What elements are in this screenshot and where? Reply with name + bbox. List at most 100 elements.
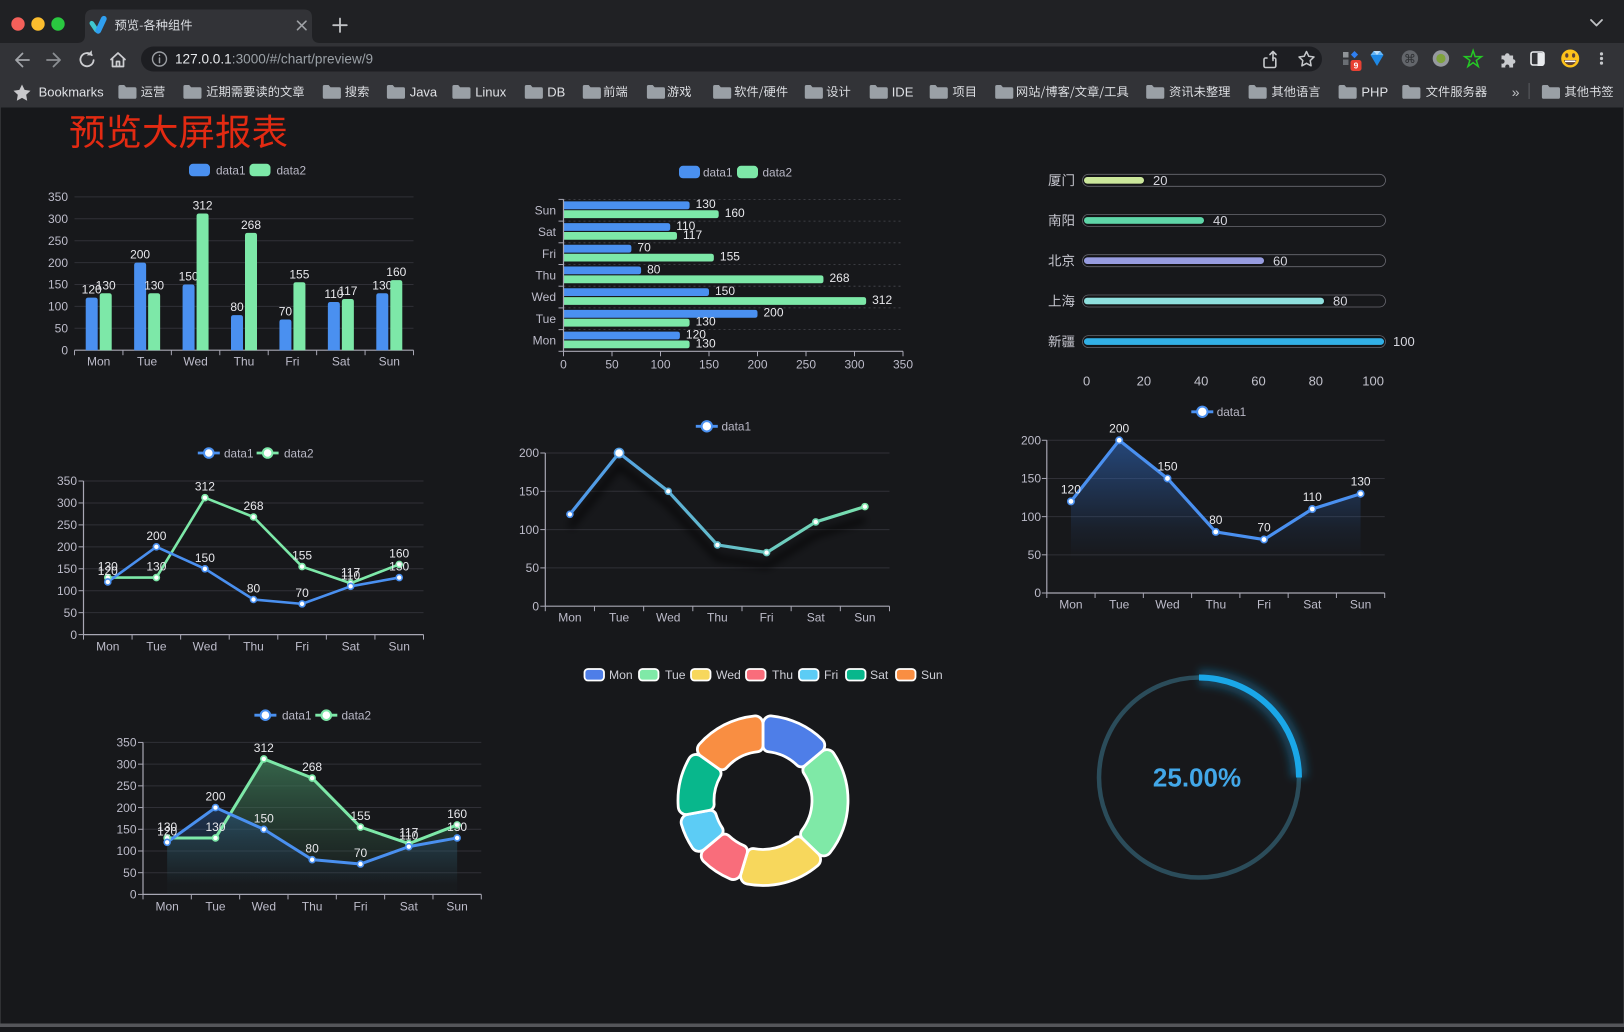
svg-text:0: 0 bbox=[130, 888, 137, 902]
svg-text:Tue: Tue bbox=[665, 668, 686, 682]
svg-text:110: 110 bbox=[399, 829, 418, 843]
svg-text:DB: DB bbox=[547, 84, 565, 99]
svg-text:⌘: ⌘ bbox=[1404, 52, 1416, 66]
svg-text:120: 120 bbox=[82, 283, 102, 297]
svg-text:100: 100 bbox=[1362, 374, 1384, 389]
svg-text:130: 130 bbox=[696, 197, 716, 211]
svg-text:Thu: Thu bbox=[772, 668, 793, 682]
svg-text:200: 200 bbox=[1021, 434, 1041, 448]
svg-text:20: 20 bbox=[1137, 374, 1151, 389]
svg-text:160: 160 bbox=[447, 807, 467, 821]
svg-text:Tue: Tue bbox=[205, 900, 226, 914]
svg-text:Mon: Mon bbox=[87, 355, 110, 369]
svg-text:130: 130 bbox=[372, 278, 392, 292]
svg-text:117: 117 bbox=[399, 826, 418, 840]
svg-text:Sun: Sun bbox=[1350, 598, 1371, 612]
svg-text:Thu: Thu bbox=[234, 355, 255, 369]
svg-text:0: 0 bbox=[560, 357, 567, 371]
svg-text:312: 312 bbox=[195, 480, 215, 494]
svg-text:312: 312 bbox=[254, 741, 274, 755]
svg-text:155: 155 bbox=[350, 809, 370, 823]
svg-text:110: 110 bbox=[1303, 490, 1322, 504]
svg-text:80: 80 bbox=[305, 842, 319, 856]
svg-text:130: 130 bbox=[447, 820, 467, 834]
svg-text:130: 130 bbox=[146, 560, 166, 574]
svg-text:150: 150 bbox=[195, 551, 215, 565]
svg-text:70: 70 bbox=[637, 241, 651, 255]
svg-text:250: 250 bbox=[796, 357, 816, 371]
svg-text:0: 0 bbox=[532, 599, 539, 613]
svg-text:Java: Java bbox=[410, 84, 438, 99]
svg-text:50: 50 bbox=[605, 357, 619, 371]
svg-text:Sun: Sun bbox=[535, 203, 556, 217]
svg-text:160: 160 bbox=[386, 265, 406, 279]
svg-text:60: 60 bbox=[1251, 374, 1265, 389]
svg-text:Mon: Mon bbox=[558, 611, 581, 625]
svg-text:Wed: Wed bbox=[656, 611, 680, 625]
svg-text:Linux: Linux bbox=[475, 84, 507, 99]
svg-text:130: 130 bbox=[696, 336, 716, 350]
svg-text:150: 150 bbox=[179, 270, 199, 284]
svg-text:80: 80 bbox=[1309, 374, 1323, 389]
svg-text:Wed: Wed bbox=[1155, 598, 1179, 612]
svg-text:Sun: Sun bbox=[446, 900, 467, 914]
svg-text:200: 200 bbox=[1109, 421, 1129, 435]
svg-text:Thu: Thu bbox=[535, 269, 556, 283]
svg-text:155: 155 bbox=[720, 250, 740, 264]
svg-text:Tue: Tue bbox=[1109, 598, 1130, 612]
svg-text:300: 300 bbox=[116, 757, 136, 771]
svg-text:Sat: Sat bbox=[1303, 598, 1322, 612]
svg-text:Sun: Sun bbox=[854, 611, 875, 625]
svg-text:Fri: Fri bbox=[354, 900, 368, 914]
svg-text:Thu: Thu bbox=[707, 611, 728, 625]
svg-text:data1: data1 bbox=[216, 163, 246, 177]
svg-text:150: 150 bbox=[254, 811, 274, 825]
svg-text:80: 80 bbox=[647, 262, 661, 276]
svg-text:100: 100 bbox=[48, 300, 68, 314]
svg-text:160: 160 bbox=[389, 546, 409, 560]
svg-text:150: 150 bbox=[1157, 460, 1177, 474]
svg-text:Mon: Mon bbox=[156, 900, 179, 914]
svg-text:150: 150 bbox=[699, 357, 719, 371]
svg-text:300: 300 bbox=[57, 496, 77, 510]
svg-text:80: 80 bbox=[1333, 294, 1347, 309]
svg-text:300: 300 bbox=[48, 212, 68, 226]
svg-text:data2: data2 bbox=[763, 165, 793, 179]
svg-text:data2: data2 bbox=[277, 163, 307, 177]
svg-text:350: 350 bbox=[48, 190, 68, 204]
svg-text:268: 268 bbox=[830, 271, 850, 285]
svg-text:Sun: Sun bbox=[389, 640, 410, 654]
svg-text:Wed: Wed bbox=[252, 900, 276, 914]
svg-text:100: 100 bbox=[116, 844, 136, 858]
svg-text:70: 70 bbox=[279, 305, 293, 319]
svg-text:Sat: Sat bbox=[400, 900, 419, 914]
svg-text:0: 0 bbox=[70, 628, 77, 642]
svg-text:Tue: Tue bbox=[137, 355, 158, 369]
svg-text:130: 130 bbox=[205, 820, 225, 834]
svg-text:Thu: Thu bbox=[302, 900, 323, 914]
svg-text:Sun: Sun bbox=[379, 355, 400, 369]
svg-text:Sat: Sat bbox=[807, 611, 826, 625]
svg-text:50: 50 bbox=[64, 606, 78, 620]
svg-text:50: 50 bbox=[55, 322, 69, 336]
svg-text:110: 110 bbox=[676, 219, 695, 233]
svg-text:100: 100 bbox=[57, 584, 77, 598]
svg-text:PHP: PHP bbox=[1361, 84, 1388, 99]
svg-text:70: 70 bbox=[295, 586, 309, 600]
svg-text:Mon: Mon bbox=[533, 334, 556, 348]
svg-text:117: 117 bbox=[341, 565, 360, 579]
svg-text:155: 155 bbox=[292, 549, 312, 563]
svg-text:Bookmarks: Bookmarks bbox=[39, 84, 105, 99]
svg-text:Mon: Mon bbox=[1059, 598, 1082, 612]
svg-text:Mon: Mon bbox=[96, 640, 119, 654]
svg-text:data1: data1 bbox=[282, 709, 312, 723]
svg-text:250: 250 bbox=[48, 234, 68, 248]
svg-text:Sun: Sun bbox=[921, 668, 943, 682]
svg-text:data1: data1 bbox=[722, 420, 752, 434]
svg-text:data2: data2 bbox=[284, 446, 314, 460]
svg-text:100: 100 bbox=[650, 357, 670, 371]
svg-text:0: 0 bbox=[61, 343, 68, 357]
svg-text:350: 350 bbox=[893, 357, 913, 371]
svg-text:Tue: Tue bbox=[609, 611, 630, 625]
svg-text:120: 120 bbox=[1061, 482, 1081, 496]
